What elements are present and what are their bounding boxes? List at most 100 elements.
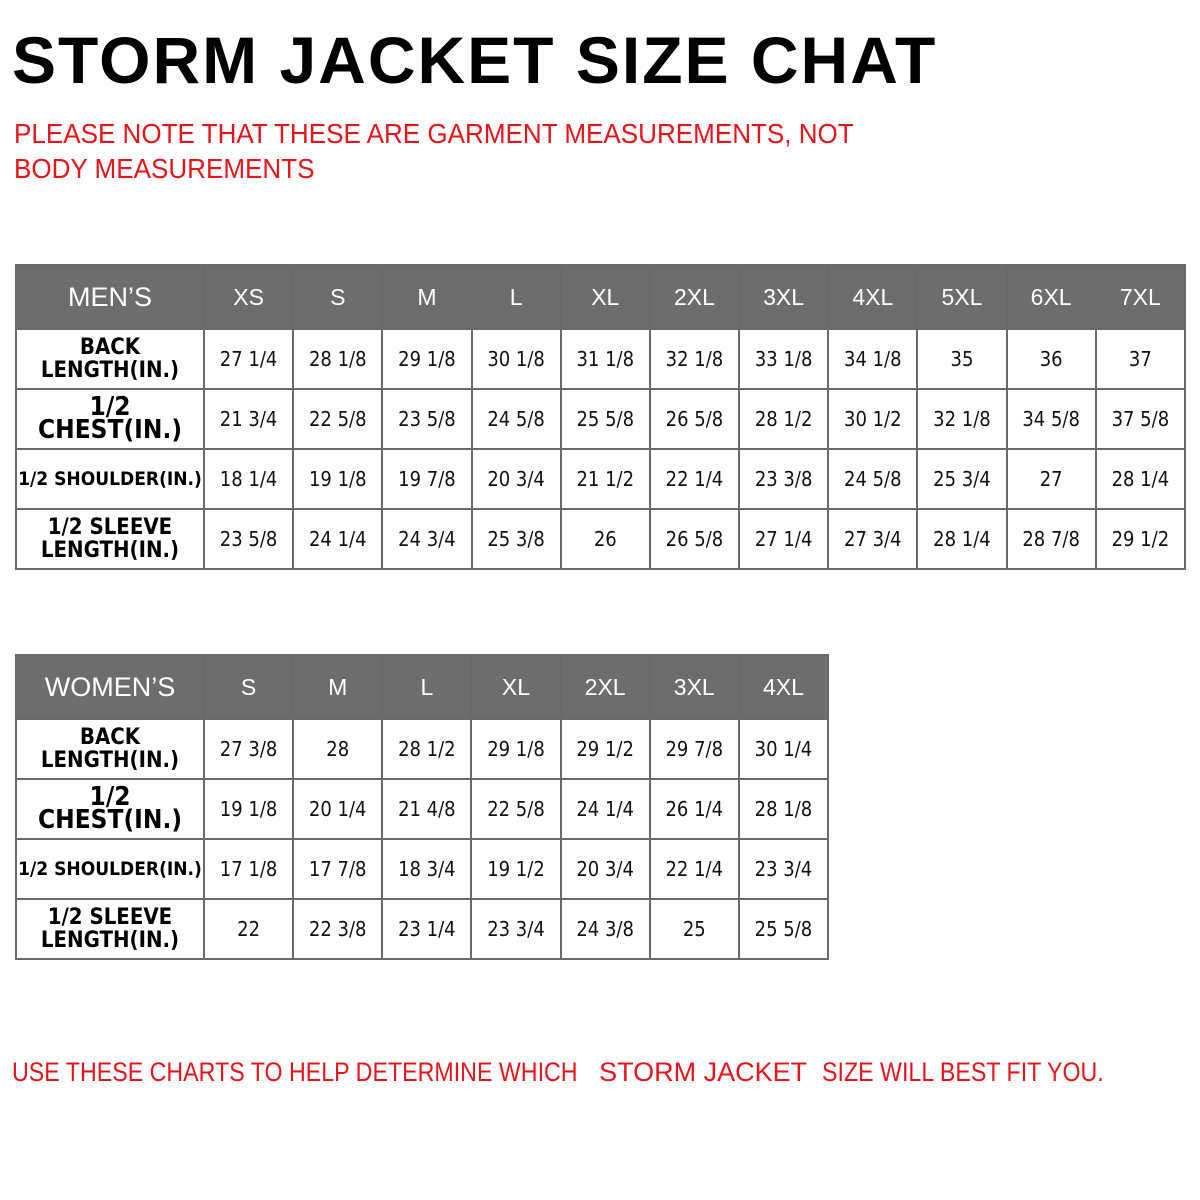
- measurement-value: 22 5/8: [470, 778, 562, 840]
- measurement-value: 23 3/8: [738, 448, 830, 510]
- measurement-value: 30 1/4: [737, 718, 830, 780]
- measurement-value: 27 1/4: [202, 328, 295, 390]
- measurement-value: 18 3/4: [381, 838, 473, 900]
- measurement-value: 25 5/8: [737, 898, 830, 960]
- measurement-value: 27: [1005, 448, 1097, 510]
- measurement-value: 27 3/8: [202, 718, 295, 780]
- measurement-value: 24 5/8: [470, 388, 562, 450]
- measurement-value: 28 1/4: [916, 508, 1008, 570]
- measurement-label: 1/2 SHOULDER(IN.): [15, 838, 205, 900]
- measurement-value: 21 1/2: [559, 448, 651, 510]
- size-header: 4XL: [827, 264, 919, 330]
- measurement-value: 27 3/4: [827, 508, 919, 570]
- measurement-value: 34 1/8: [827, 328, 919, 390]
- measurement-value: 19 1/2: [470, 838, 562, 900]
- measurement-value: 29 7/8: [648, 718, 740, 780]
- measurement-value: 17 1/8: [202, 838, 295, 900]
- measurement-value: 28 1/2: [381, 718, 473, 780]
- measurement-value: 30 1/2: [827, 388, 919, 450]
- footer-text-part3: SIZE WILL BEST FIT YOU.: [822, 1057, 1104, 1087]
- measurement-value: 24 1/4: [559, 778, 651, 840]
- size-header: 2XL: [559, 654, 651, 720]
- measurement-value: 37: [1094, 328, 1187, 390]
- size-header: XL: [559, 264, 651, 330]
- table-row: 1/2 SLEEVE LENGTH(IN.) 22 22 3/8 23 1/4 23 3/…: [15, 898, 830, 960]
- measurement-value: 28 1/4: [1094, 448, 1187, 510]
- table-header-row: WOMEN’S S M L XL 2XL 3XL 4XL: [15, 654, 830, 720]
- size-header: M: [292, 654, 384, 720]
- size-header: L: [470, 264, 562, 330]
- footer-text-part1: USE THESE CHARTS TO HELP DETERMINE WHICH: [12, 1057, 578, 1087]
- measurement-value: 28 1/8: [737, 778, 830, 840]
- measurement-value: 32 1/8: [916, 388, 1008, 450]
- measurement-label: 1/2 CHEST(IN.): [15, 388, 205, 450]
- measurement-value: 22 1/4: [648, 448, 741, 510]
- measurement-value: 29 1/2: [1094, 508, 1187, 570]
- table-row: 1/2 SLEEVE LENGTH(IN.) 23 5/8 24 1/4 24 3/4 2…: [15, 508, 1187, 570]
- size-header: L: [381, 654, 473, 720]
- measurement-value: 33 1/8: [738, 328, 830, 390]
- measurement-label: BACK LENGTH(IN.): [15, 718, 205, 780]
- measurement-value: 27 1/4: [738, 508, 830, 570]
- measurement-value: 21 4/8: [381, 778, 473, 840]
- table-row: 1/2 CHEST(IN.) 19 1/8 20 1/4 21 4/8 22 5/8 24…: [15, 778, 830, 840]
- measurement-value: 23 3/4: [737, 838, 830, 900]
- measurement-value: 35: [916, 328, 1008, 390]
- measurement-value: 22 1/4: [648, 838, 740, 900]
- size-header: S: [202, 654, 295, 720]
- size-header: 6XL: [1005, 264, 1097, 330]
- measurement-value: 17 7/8: [292, 838, 384, 900]
- measurement-value: 29 1/8: [470, 718, 562, 780]
- measurement-value: 19 1/8: [202, 778, 295, 840]
- mens-size-table: MEN’S XS S M L XL 2XL 3XL 4XL 5XL 6XL 7XL BACK LENGTH…: [15, 264, 1187, 570]
- measurement-value: 24 5/8: [827, 448, 919, 510]
- measurement-value: 28 1/2: [738, 388, 830, 450]
- measurement-value: 24 3/4: [381, 508, 473, 570]
- size-header: 7XL: [1094, 264, 1187, 330]
- measurement-value: 19 1/8: [292, 448, 384, 510]
- measurement-value: 28: [292, 718, 384, 780]
- measurement-value: 25 5/8: [559, 388, 651, 450]
- table-row: 1/2 SHOULDER(IN.) 18 1/4 19 1/8 19 7/8 20 3/…: [15, 448, 1187, 510]
- measurement-value: 31 1/8: [559, 328, 651, 390]
- measurement-value: 18 1/4: [202, 448, 295, 510]
- measurement-value: 26: [559, 508, 651, 570]
- garment-measurement-note: PLEASE NOTE THAT THESE ARE GARMENT MEASU…: [14, 118, 854, 184]
- measurement-label: 1/2 CHEST(IN.): [15, 778, 205, 840]
- measurement-value: 34 5/8: [1005, 388, 1097, 450]
- measurement-value: 36: [1005, 328, 1097, 390]
- measurement-value: 29 1/2: [559, 718, 651, 780]
- table-row: 1/2 SHOULDER(IN.) 17 1/8 17 7/8 18 3/4 19 1/…: [15, 838, 830, 900]
- measurement-value: 22 5/8: [292, 388, 384, 450]
- measurement-value: 19 7/8: [381, 448, 473, 510]
- measurement-value: 25 3/8: [470, 508, 562, 570]
- size-header: 3XL: [648, 654, 740, 720]
- table-row: BACK LENGTH(IN.) 27 3/8 28 28 1/2 29 1/8 29 1/…: [15, 718, 830, 780]
- measurement-value: 21 3/4: [202, 388, 295, 450]
- measurement-value: 22 3/8: [292, 898, 384, 960]
- measurement-value: 28 7/8: [1005, 508, 1097, 570]
- measurement-value: 26 1/4: [648, 778, 740, 840]
- measurement-value: 20 3/4: [470, 448, 562, 510]
- measurement-value: 26 5/8: [648, 508, 741, 570]
- measurement-value: 22: [202, 898, 295, 960]
- size-header: XS: [202, 264, 295, 330]
- measurement-value: 23 3/4: [470, 898, 562, 960]
- womens-size-table: WOMEN’S S M L XL 2XL 3XL 4XL BACK LENGTH(IN.) 27 3…: [15, 654, 830, 960]
- measurement-value: 23 5/8: [202, 508, 295, 570]
- measurement-label: BACK LENGTH(IN.): [15, 328, 205, 390]
- table-row: 1/2 CHEST(IN.) 21 3/4 22 5/8 23 5/8 24 5/8 25…: [15, 388, 1187, 450]
- measurement-value: 25 3/4: [916, 448, 1008, 510]
- size-header: 3XL: [738, 264, 830, 330]
- measurement-label: 1/2 SLEEVE LENGTH(IN.): [15, 898, 205, 960]
- size-header: 4XL: [737, 654, 830, 720]
- size-header: 2XL: [648, 264, 741, 330]
- measurement-value: 32 1/8: [648, 328, 741, 390]
- measurement-value: 25: [648, 898, 740, 960]
- size-header: 5XL: [916, 264, 1008, 330]
- measurement-value: 26 5/8: [648, 388, 741, 450]
- footer-note: USE THESE CHARTS TO HELP DETERMINE WHICH…: [12, 1057, 1104, 1088]
- measurement-value: 24 3/8: [559, 898, 651, 960]
- measurement-value: 28 1/8: [292, 328, 384, 390]
- footer-text-product: STORM JACKET: [599, 1057, 808, 1087]
